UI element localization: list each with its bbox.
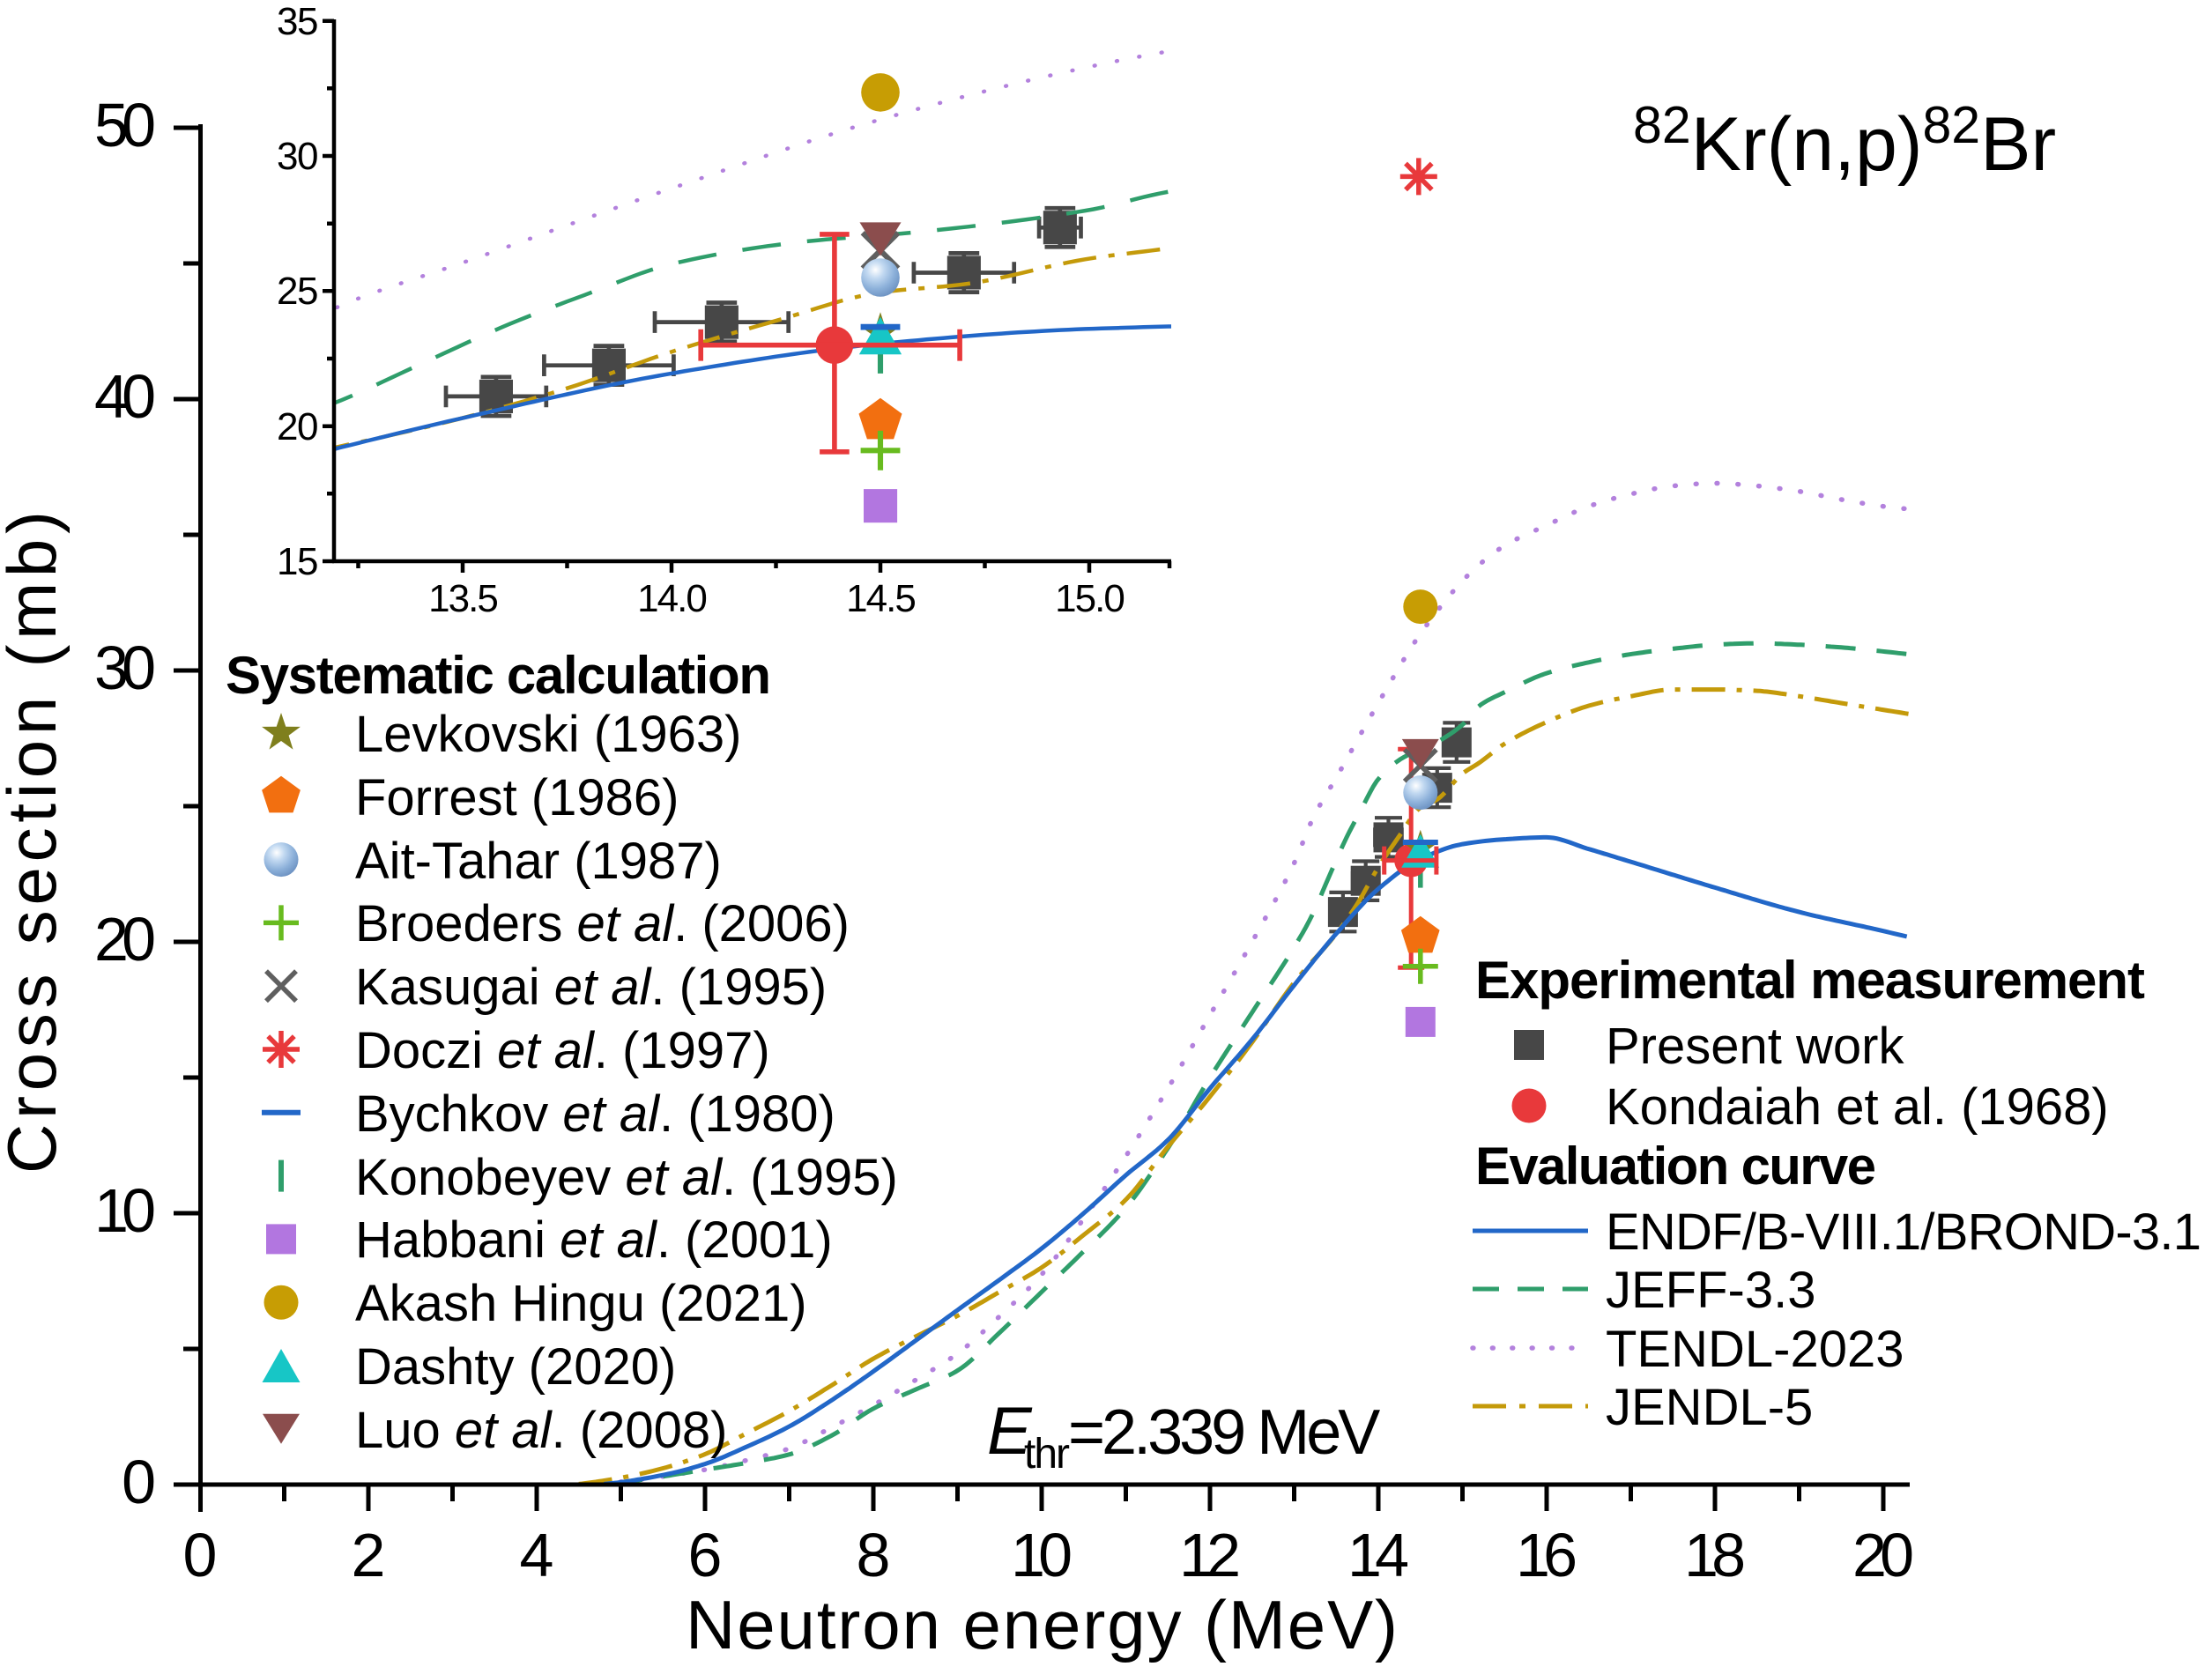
svg-text:Levkovski (1963): Levkovski (1963) [355, 706, 741, 763]
svg-text:20: 20 [277, 405, 317, 448]
svg-text:12: 12 [1179, 1521, 1241, 1589]
svg-text:Ait-Tahar (1987): Ait-Tahar (1987) [355, 833, 722, 890]
svg-text:E: E [987, 1394, 1033, 1469]
svg-text:6: 6 [688, 1521, 723, 1589]
svg-text:Kasugai et al. (1995): Kasugai et al. (1995) [355, 959, 827, 1016]
svg-text:14: 14 [1347, 1521, 1409, 1589]
svg-text:13.5: 13.5 [428, 577, 497, 620]
svg-text:Kondaiah et al. (1968): Kondaiah et al. (1968) [1606, 1078, 2109, 1136]
svg-text:Experimental measurement: Experimental measurement [1475, 951, 2145, 1010]
svg-text:14.0: 14.0 [637, 577, 706, 620]
svg-text:8: 8 [857, 1521, 891, 1589]
svg-text:10: 10 [1011, 1521, 1073, 1589]
svg-text:Habbani et al. (2001): Habbani et al. (2001) [355, 1211, 833, 1269]
svg-text:0: 0 [183, 1521, 218, 1589]
svg-text:82Kr(n,p)82Br: 82Kr(n,p)82Br [1633, 96, 2056, 187]
svg-text:50: 50 [94, 91, 156, 159]
svg-text:30: 30 [94, 633, 156, 702]
svg-text:ENDF/B-VIII.1/BROND-3.1: ENDF/B-VIII.1/BROND-3.1 [1606, 1204, 2201, 1261]
svg-text:16: 16 [1516, 1521, 1577, 1589]
svg-text:Bychkov et al. (1980): Bychkov et al. (1980) [355, 1085, 835, 1143]
svg-text:40: 40 [94, 362, 156, 431]
svg-text:TENDL-2023: TENDL-2023 [1606, 1321, 1904, 1378]
svg-text:Evaluation curve: Evaluation curve [1475, 1137, 1876, 1196]
svg-text:thr: thr [1024, 1431, 1070, 1478]
svg-text:JENDL-5: JENDL-5 [1606, 1379, 1813, 1436]
svg-text:30: 30 [277, 135, 317, 178]
svg-text:20: 20 [1852, 1521, 1914, 1589]
svg-text:15: 15 [277, 540, 317, 583]
svg-text:Akash Hingu (2021): Akash Hingu (2021) [355, 1275, 807, 1332]
svg-text:10: 10 [94, 1176, 156, 1245]
svg-text:Luo et al. (2008): Luo et al. (2008) [355, 1402, 727, 1459]
svg-text:Cross section (mb): Cross section (mb) [0, 511, 71, 1174]
svg-text:0: 0 [122, 1448, 156, 1516]
svg-text:35: 35 [277, 0, 317, 43]
svg-text:=2.339 MeV: =2.339 MeV [1068, 1397, 1380, 1468]
svg-text:2: 2 [352, 1521, 386, 1589]
svg-text:20: 20 [94, 905, 156, 974]
svg-text:Forrest (1986): Forrest (1986) [355, 769, 679, 826]
svg-text:25: 25 [277, 270, 317, 313]
svg-text:Dashty (2020): Dashty (2020) [355, 1338, 676, 1396]
svg-text:18: 18 [1684, 1521, 1746, 1589]
svg-text:Systematic calculation: Systematic calculation [226, 646, 771, 705]
svg-text:JEFF-3.3: JEFF-3.3 [1606, 1262, 1816, 1319]
svg-text:4: 4 [520, 1521, 554, 1589]
svg-text:15.0: 15.0 [1055, 577, 1124, 620]
svg-text:14.5: 14.5 [846, 577, 915, 620]
svg-text:Doczi et al. (1997): Doczi et al. (1997) [355, 1022, 770, 1079]
svg-text:Present work: Present work [1606, 1018, 1904, 1075]
svg-text:Konobeyev et al. (1995): Konobeyev et al. (1995) [355, 1149, 898, 1206]
svg-text:Broeders et al. (2006): Broeders et al. (2006) [355, 895, 850, 952]
